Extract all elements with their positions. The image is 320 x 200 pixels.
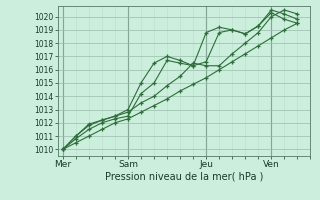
X-axis label: Pression niveau de la mer( hPa ): Pression niveau de la mer( hPa ) (105, 172, 263, 182)
